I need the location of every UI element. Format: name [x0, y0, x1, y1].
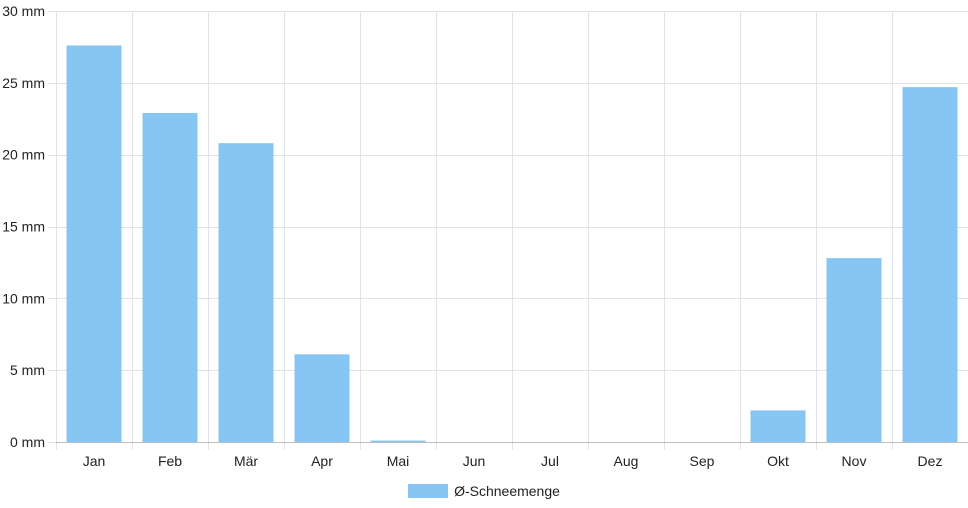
x-tick-label: Mär	[234, 453, 258, 469]
y-tick-label: 15 mm	[2, 219, 45, 235]
x-tick-label: Okt	[767, 453, 789, 469]
bar-apr[interactable]	[294, 354, 350, 442]
bars	[66, 45, 958, 443]
x-tick-label: Jan	[83, 453, 106, 469]
bar-okt[interactable]	[750, 410, 806, 442]
x-tick-label: Aug	[614, 453, 639, 469]
x-tick-label: Nov	[842, 453, 867, 469]
x-tick-label: Dez	[918, 453, 943, 469]
x-tick-label: Sep	[690, 453, 715, 469]
y-tick-label: 10 mm	[2, 290, 45, 306]
y-tick-label: 5 mm	[10, 362, 45, 378]
legend[interactable]: Ø-Schneemenge	[0, 480, 968, 502]
y-tick-label: 20 mm	[2, 147, 45, 163]
bar-jan[interactable]	[66, 45, 122, 442]
bar-dez[interactable]	[902, 87, 958, 442]
bar-mär[interactable]	[218, 143, 274, 442]
bar-feb[interactable]	[142, 113, 198, 443]
legend-label: Ø-Schneemenge	[454, 483, 560, 499]
bar-mai[interactable]	[370, 440, 426, 442]
y-tick-label: 25 mm	[2, 75, 45, 91]
x-tick-label: Mai	[387, 453, 410, 469]
legend-swatch	[408, 484, 449, 498]
x-tick-label: Jul	[541, 453, 559, 469]
x-tick-label: Feb	[158, 453, 182, 469]
x-tick-label: Jun	[463, 453, 486, 469]
axes	[56, 11, 968, 443]
x-tick-label: Apr	[311, 453, 333, 469]
y-tick-label: 30 mm	[2, 3, 45, 19]
bar-nov[interactable]	[826, 258, 882, 442]
y-tick-labels: 0 mm 5 mm 10 mm 15 mm 20 mm 25 mm 30 mm	[2, 3, 45, 450]
y-tick-label: 0 mm	[10, 434, 45, 450]
x-tick-labels: Jan Feb Mär Apr Mai Jun Jul Aug Sep Okt Nov Dez	[83, 453, 943, 469]
